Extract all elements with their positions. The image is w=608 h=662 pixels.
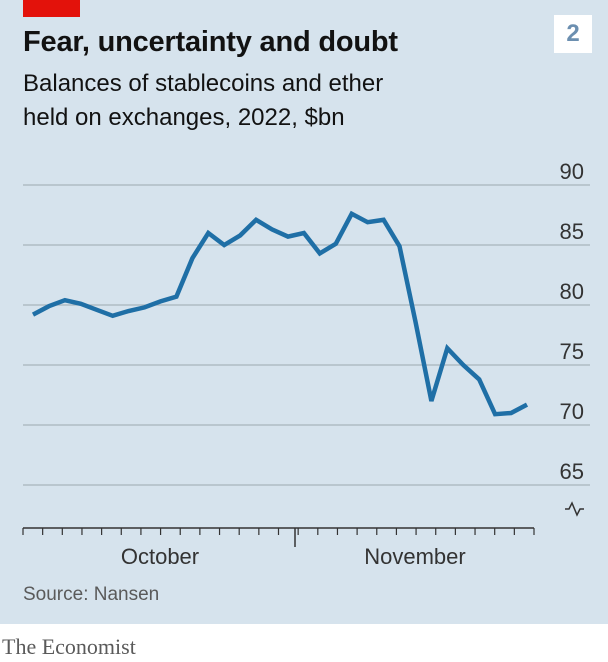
source-note: Source: Nansen — [23, 584, 160, 605]
y-tick-label: 90 — [560, 159, 584, 184]
series-lines — [31, 210, 529, 417]
chart-title: Fear, uncertainty and doubt — [23, 26, 398, 58]
gridlines — [23, 184, 590, 486]
axis-break-symbol — [565, 501, 584, 517]
y-tick-label: 85 — [560, 219, 584, 244]
y-tick-labels: 90 85 80 75 70 65 — [560, 159, 584, 484]
x-axis: October November — [22, 527, 535, 569]
chart-subtitle-line-1: Balances of stablecoins and ether — [23, 70, 384, 97]
y-tick-label: 70 — [560, 399, 584, 424]
chart-number-badge: 2 — [554, 15, 592, 53]
series-line — [31, 210, 529, 417]
y-tick-label: 65 — [560, 459, 584, 484]
chart-panel: Fear, uncertainty and doubt 2 Balances o… — [0, 0, 608, 624]
chart-subtitle-line-2: held on exchanges, 2022, $bn — [23, 104, 345, 131]
red-tag-bar — [23, 0, 80, 17]
y-tick-label: 75 — [560, 339, 584, 364]
y-tick-label: 80 — [560, 279, 584, 304]
publisher-footer: The Economist — [2, 634, 136, 659]
axis-break-icon — [565, 501, 584, 517]
x-tick-label: October — [121, 544, 199, 569]
line-chart: 90 85 80 75 70 65 October November — [22, 159, 590, 569]
x-tick-label: November — [364, 544, 465, 569]
